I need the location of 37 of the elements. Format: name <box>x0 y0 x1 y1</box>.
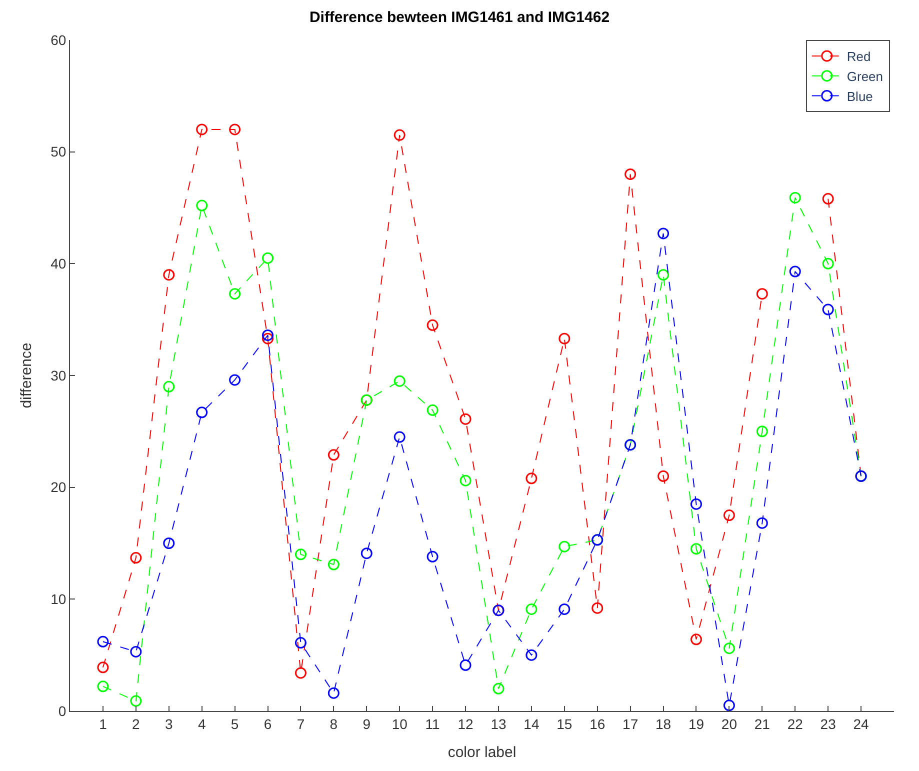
x-tick-label: 20 <box>721 716 738 732</box>
y-axis-title: difference <box>18 342 35 408</box>
x-tick-label: 12 <box>458 716 474 732</box>
x-tick-label: 21 <box>754 716 770 732</box>
x-tick-label: 8 <box>330 716 338 732</box>
x-tick-label: 10 <box>392 716 408 732</box>
x-tick-label: 23 <box>820 716 836 732</box>
x-axis-title: color label <box>448 744 516 761</box>
x-tick-label: 14 <box>524 716 540 732</box>
x-tick-label: 5 <box>230 716 239 732</box>
legend-label: Red <box>846 49 871 64</box>
x-tick-label: 16 <box>590 716 606 732</box>
y-tick-label: 40 <box>50 256 66 272</box>
x-tick-label: 7 <box>296 716 305 732</box>
x-tick-label: 24 <box>853 716 870 732</box>
x-tick-label: 6 <box>264 716 272 732</box>
x-tick-label: 19 <box>688 716 704 732</box>
legend-label: Blue <box>846 88 873 104</box>
legend-label: Green <box>846 68 884 84</box>
x-tick-label: 17 <box>622 716 638 732</box>
x-tick-label: 13 <box>490 716 506 732</box>
chart-title: Difference bewteen IMG1461 and IMG1462 <box>309 9 610 26</box>
x-tick-label: 11 <box>425 716 440 732</box>
x-tick-label: 3 <box>164 716 173 732</box>
x-tick-label: 15 <box>556 716 572 732</box>
x-tick-label: 1 <box>99 716 108 732</box>
y-tick-label: 60 <box>50 32 66 48</box>
y-tick-label: 0 <box>58 702 66 719</box>
y-tick-label: 30 <box>50 367 66 384</box>
x-tick-label: 4 <box>198 716 206 732</box>
y-tick-label: 10 <box>50 591 66 608</box>
x-tick-label: 2 <box>132 716 140 732</box>
x-tick-label: 22 <box>787 716 804 732</box>
y-tick-label: 50 <box>50 144 66 160</box>
x-tick-label: 9 <box>362 716 371 732</box>
y-tick-label: 20 <box>50 479 66 496</box>
x-tick-label: 18 <box>655 716 672 732</box>
